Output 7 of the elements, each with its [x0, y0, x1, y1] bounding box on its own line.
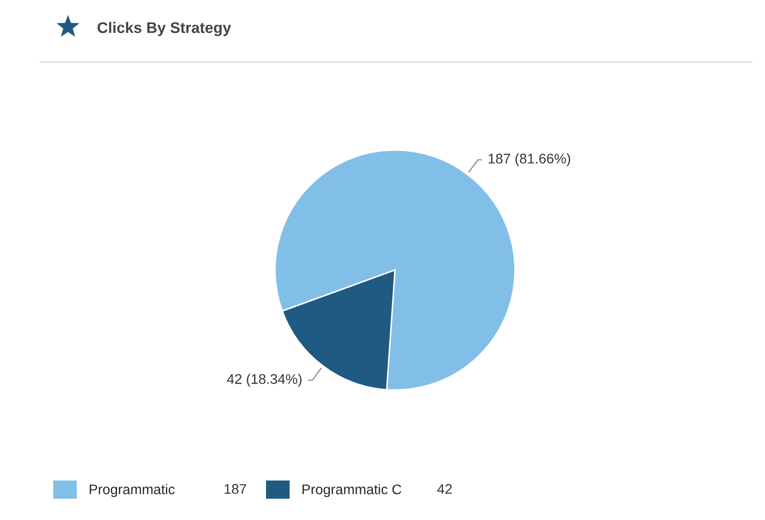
text: 42 [437, 484, 452, 494]
data-label: 42 (18.34%) [227, 374, 302, 387]
chart-title: Clicks By Strategy [98, 22, 232, 36]
text: 187 [224, 484, 246, 494]
data-label: 187 (81.66%) [488, 153, 570, 166]
legend-label: Programmatic C [302, 484, 402, 498]
legend-label: Programmatic [90, 484, 175, 498]
